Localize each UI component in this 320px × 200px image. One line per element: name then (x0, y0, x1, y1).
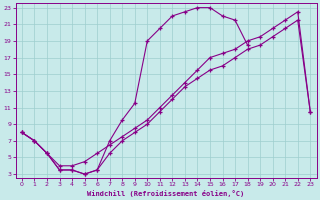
X-axis label: Windchill (Refroidissement éolien,°C): Windchill (Refroidissement éolien,°C) (87, 190, 245, 197)
